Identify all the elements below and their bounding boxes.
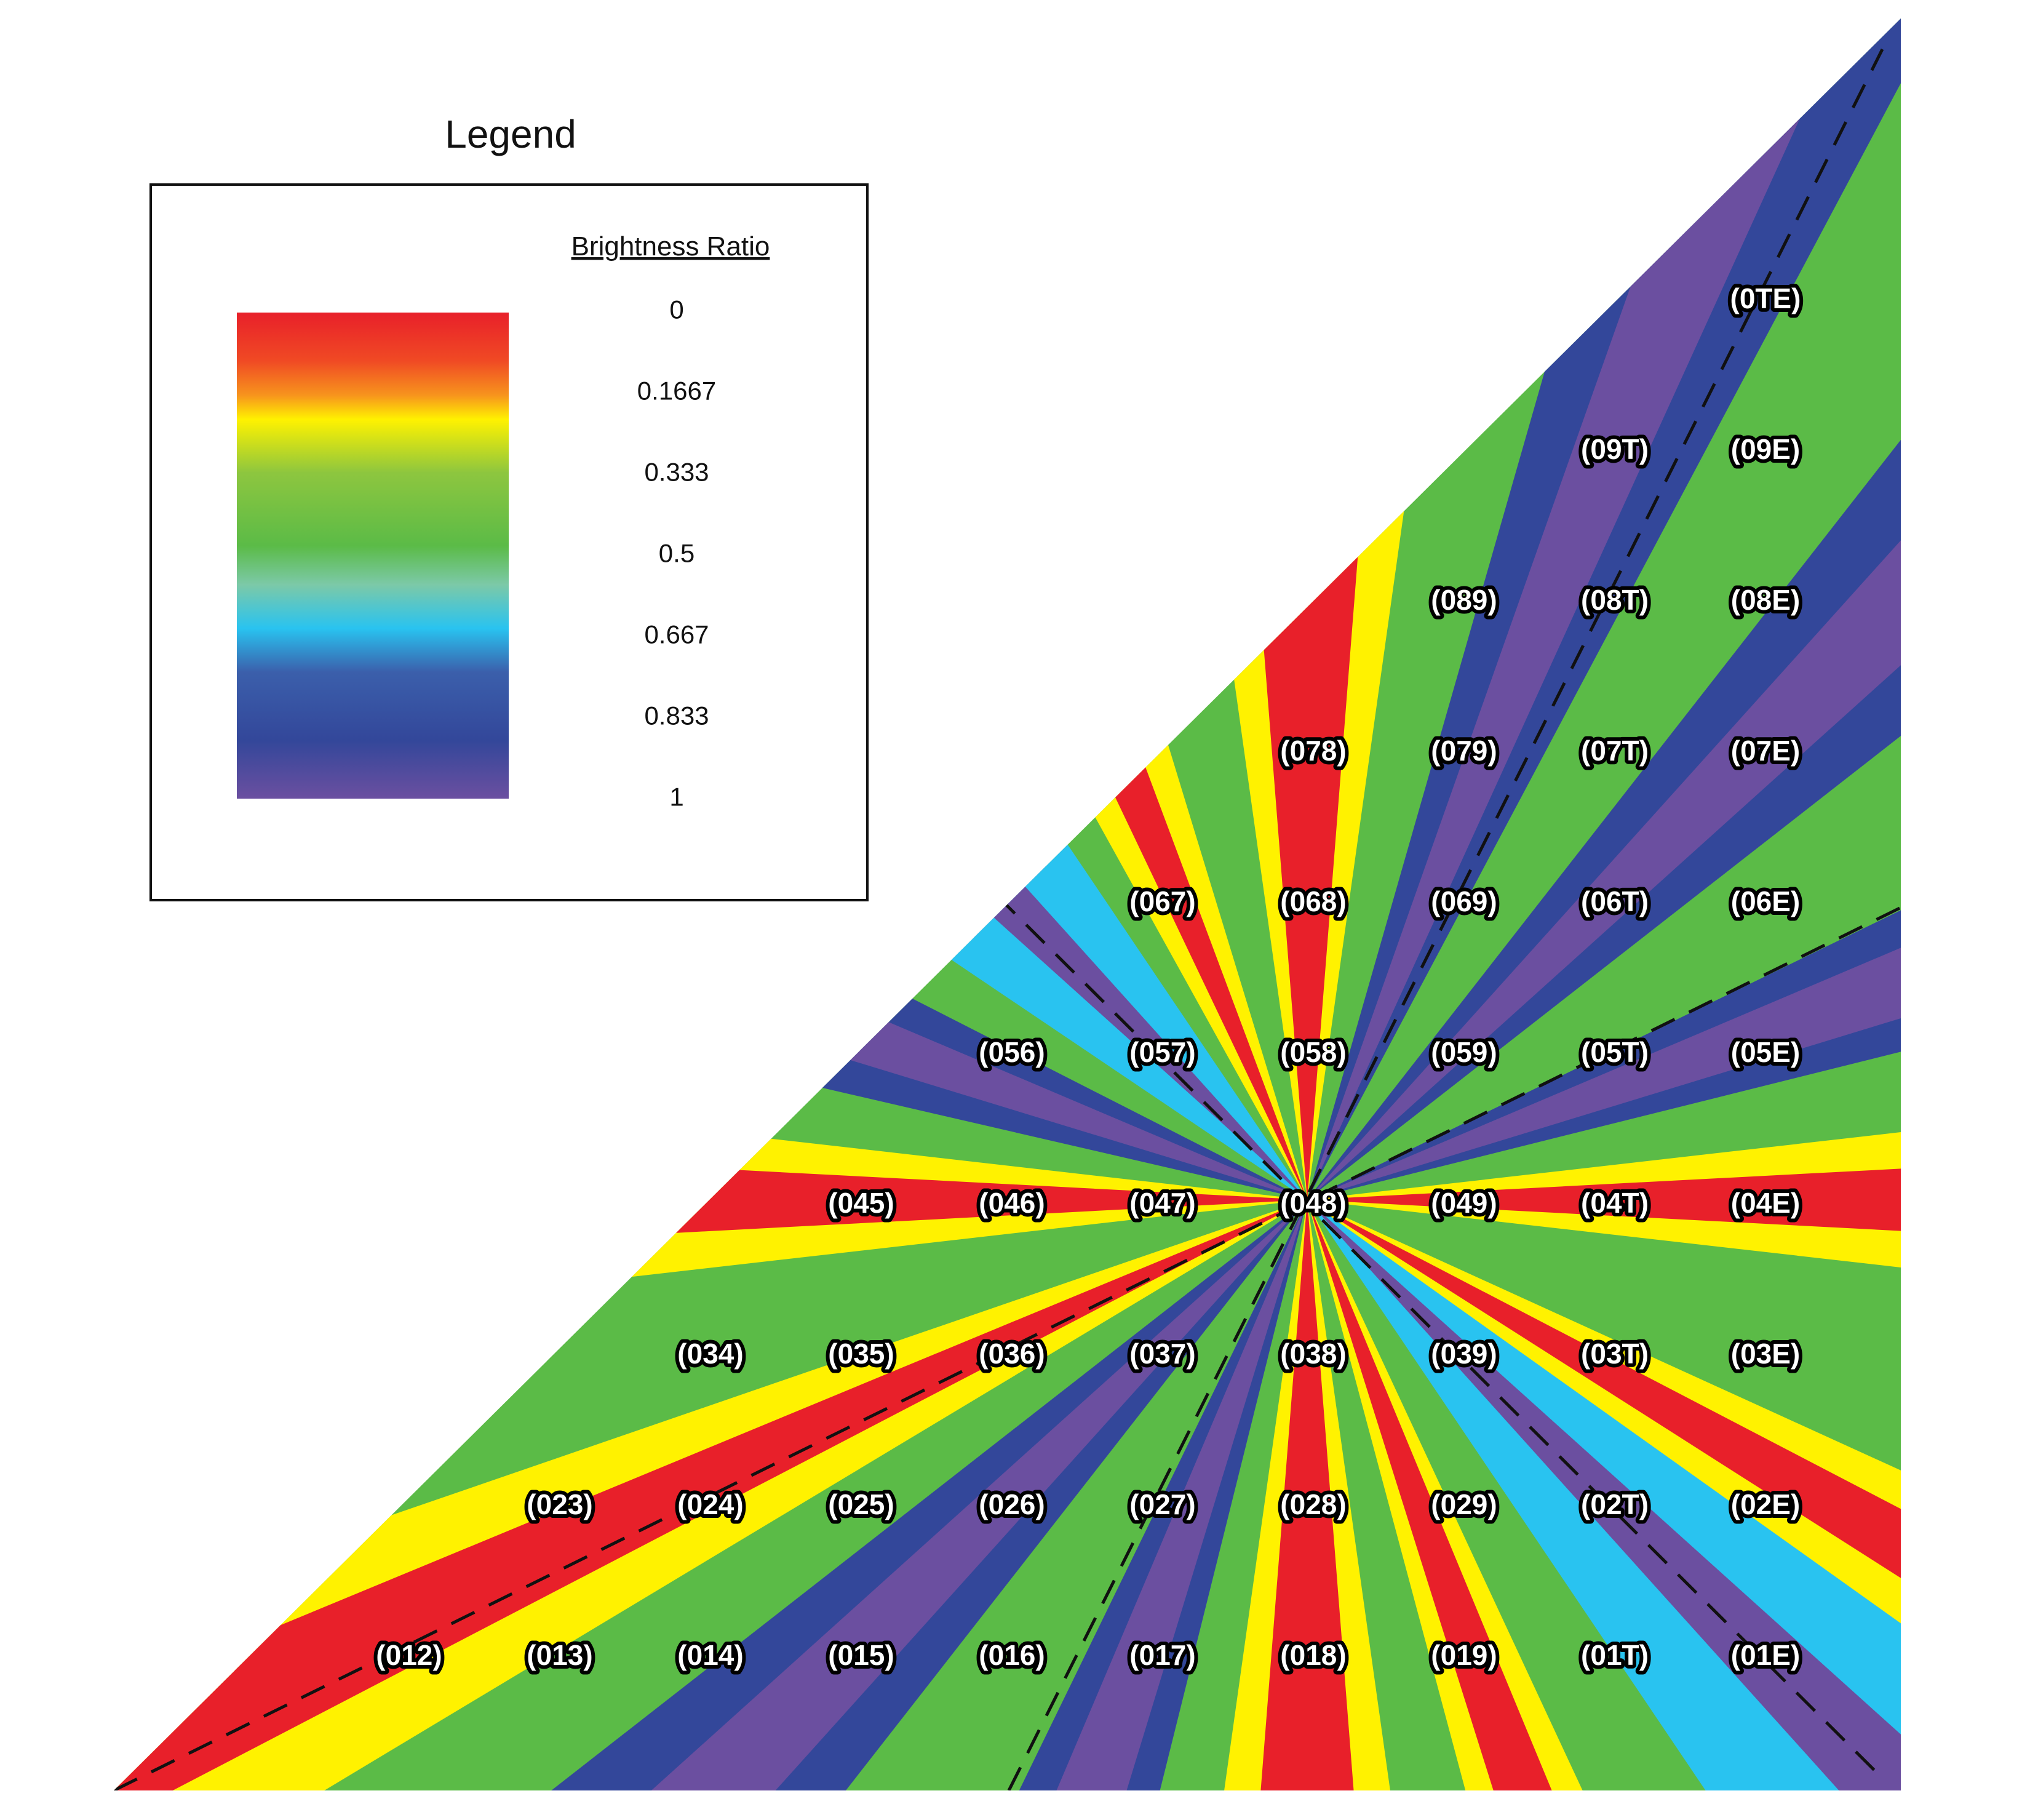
grid-label: (028) [1280,1488,1346,1520]
grid-label: (015) [828,1639,894,1671]
brightness-ray [1307,18,1901,1200]
dashed-line [1007,48,1884,1790]
legend-tick: 0.833 [644,701,709,730]
grid-label: (024) [677,1488,743,1520]
grid-label: (049) [1431,1187,1497,1219]
grid-label: (078) [1280,735,1346,767]
grid-label: (034) [677,1338,743,1370]
grid-label: (026) [979,1488,1045,1520]
grid-label: (06E) [1731,885,1800,917]
grid-label: (04T) [1581,1187,1649,1219]
grid-label: (023) [527,1488,592,1520]
grid-label: (03T) [1581,1338,1649,1370]
grid-label: (04E) [1731,1187,1800,1219]
legend-color-bar [237,313,509,799]
grid-label: (068) [1280,885,1346,917]
brightness-ray [1307,1200,1901,1790]
grid-label: (025) [828,1488,894,1520]
grid-label: (058) [1280,1036,1346,1068]
grid-label: (09T) [1581,433,1649,465]
grid-label: (08E) [1731,584,1800,616]
grid-label: (039) [1431,1338,1497,1370]
grid-label: (0TE) [1730,282,1801,314]
grid-label: (019) [1431,1639,1497,1671]
brightness-ray [1307,1200,1901,1790]
grid-label: (07E) [1731,735,1800,767]
legend-title: Legend [445,112,576,156]
grid-labels: (012) (013) (014) (015) (016) (017) (018) (019)… [372,279,1804,1675]
grid-label: (069) [1431,885,1497,917]
grid-label: (038) [1280,1338,1346,1370]
grid-label: (05T) [1581,1036,1649,1068]
grid-label: (036) [979,1338,1045,1370]
grid-label: (029) [1431,1488,1497,1520]
grid-label: (079) [1431,735,1497,767]
grid-label: (048) [1280,1187,1346,1219]
grid-label: (05E) [1731,1036,1800,1068]
brightness-ray [1307,1200,1901,1790]
brightness-ray [114,1200,1307,1790]
grid-label: (01T) [1581,1639,1649,1671]
grid-label: (03E) [1731,1338,1800,1370]
dashed-lines [114,48,1901,1790]
grid-label: (07T) [1581,735,1649,767]
brightness-ray [114,1200,1307,1790]
grid-label: (06T) [1581,885,1649,917]
grid-label: (037) [1129,1338,1195,1370]
grid-label: (02E) [1731,1488,1800,1520]
legend-tick: 0.333 [644,458,709,487]
brightness-ray [114,1200,1307,1790]
grid-label: (027) [1129,1488,1195,1520]
grid-label: (016) [979,1639,1045,1671]
grid-label: (046) [979,1187,1045,1219]
grid-label: (047) [1129,1187,1195,1219]
grid-label: (089) [1431,584,1497,616]
grid-label: (057) [1129,1036,1195,1068]
legend-ticks: 0 0.1667 0.333 0.5 0.667 0.833 1 [637,295,716,812]
grid-label: (045) [828,1187,894,1219]
legend-tick: 1 [669,783,683,812]
legend-tick: 0.1667 [637,377,716,405]
grid-label: (013) [527,1639,592,1671]
grid-label: (09E) [1731,433,1800,465]
brightness-ray [1307,18,1901,1200]
grid-label: (014) [677,1639,743,1671]
grid-label: (067) [1129,885,1195,917]
legend-tick: 0 [669,295,683,324]
grid-label: (08T) [1581,584,1649,616]
grid-label: (012) [376,1639,442,1671]
legend-heading: Brightness Ratio [571,231,770,261]
grid-label: (056) [979,1036,1045,1068]
grid-label: (01E) [1731,1639,1800,1671]
legend-tick: 0.5 [659,539,695,568]
grid-label: (035) [828,1338,894,1370]
legend-tick: 0.667 [644,620,709,649]
grid-label: (02T) [1581,1488,1649,1520]
grid-label: (059) [1431,1036,1497,1068]
brightness-ray [1307,18,1901,1200]
grid-label: (018) [1280,1639,1346,1671]
grid-label: (017) [1129,1639,1195,1671]
